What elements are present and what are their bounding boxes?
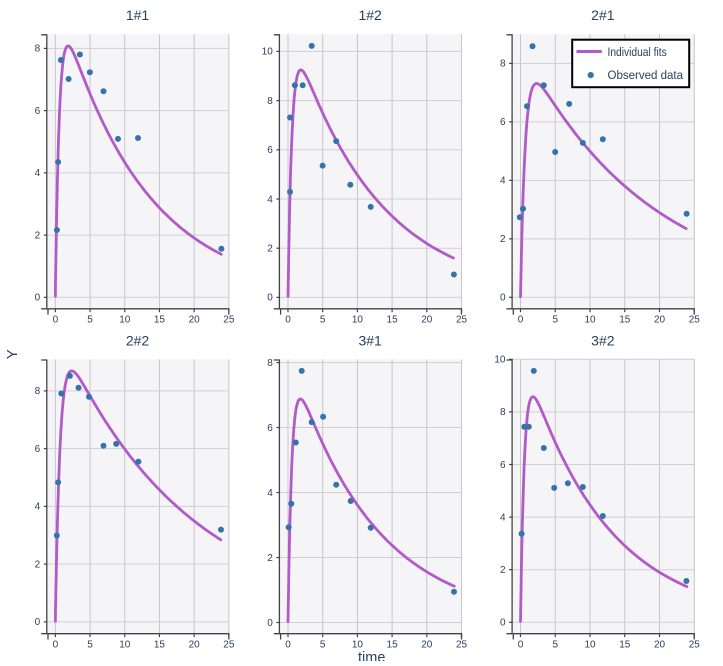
svg-text:4: 4 [267,194,273,205]
svg-text:2: 2 [500,565,506,576]
svg-text:25: 25 [689,639,701,650]
svg-text:5: 5 [320,639,326,650]
svg-text:15: 15 [387,639,399,650]
svg-text:1#2: 1#2 [358,7,382,23]
svg-text:6: 6 [267,423,273,434]
svg-text:2: 2 [267,244,273,255]
svg-text:20: 20 [421,314,433,325]
svg-text:8: 8 [267,96,273,107]
svg-text:6: 6 [500,460,506,471]
svg-text:6: 6 [267,145,273,156]
svg-text:4: 4 [500,512,506,523]
svg-text:20: 20 [654,314,666,325]
svg-text:4: 4 [267,488,273,499]
svg-text:10: 10 [494,355,506,366]
svg-text:20: 20 [189,314,201,325]
svg-text:8: 8 [267,358,273,369]
svg-text:8: 8 [500,407,506,418]
svg-text:4: 4 [500,176,506,187]
svg-text:6: 6 [35,106,41,117]
svg-text:4: 4 [35,502,41,513]
svg-text:0: 0 [518,314,524,325]
svg-text:3#1: 3#1 [358,332,382,348]
svg-text:20: 20 [421,639,433,650]
svg-text:8: 8 [500,59,506,70]
svg-text:10: 10 [352,639,364,650]
svg-text:20: 20 [189,639,201,650]
svg-text:0: 0 [500,293,506,304]
svg-text:6: 6 [35,444,41,455]
svg-text:10: 10 [262,47,274,58]
svg-text:15: 15 [154,314,166,325]
svg-text:2: 2 [35,230,41,241]
svg-text:25: 25 [689,314,701,325]
svg-text:1#1: 1#1 [126,7,150,23]
svg-text:2: 2 [267,553,273,564]
svg-text:8: 8 [35,386,41,397]
svg-text:25: 25 [223,639,235,650]
svg-text:3#2: 3#2 [591,332,615,348]
svg-text:15: 15 [619,639,631,650]
svg-text:5: 5 [552,639,558,650]
svg-text:6: 6 [500,117,506,128]
svg-text:5: 5 [320,314,326,325]
svg-text:15: 15 [387,314,399,325]
svg-text:0: 0 [267,293,273,304]
svg-text:Individual fits: Individual fits [608,45,667,59]
svg-text:2#2: 2#2 [126,332,150,348]
svg-text:15: 15 [154,639,166,650]
svg-text:10: 10 [584,639,596,650]
svg-text:2#1: 2#1 [591,7,615,23]
svg-text:2: 2 [500,234,506,245]
svg-text:Observed data: Observed data [608,68,684,82]
svg-text:10: 10 [352,314,364,325]
svg-text:4: 4 [35,168,41,179]
svg-text:0: 0 [35,617,41,628]
svg-text:25: 25 [456,639,468,650]
svg-text:5: 5 [552,314,558,325]
svg-text:10: 10 [584,314,596,325]
svg-text:Y: Y [4,349,21,359]
svg-text:0: 0 [500,618,506,629]
svg-text:25: 25 [223,314,235,325]
svg-text:0: 0 [35,293,41,304]
svg-text:0: 0 [267,618,273,629]
svg-text:0: 0 [53,314,59,325]
svg-text:2: 2 [35,559,41,570]
svg-text:15: 15 [619,314,631,325]
svg-text:0: 0 [53,639,59,650]
svg-text:time: time [358,650,385,661]
svg-text:5: 5 [87,314,93,325]
svg-text:25: 25 [456,314,468,325]
svg-text:0: 0 [285,314,291,325]
svg-text:0: 0 [285,639,291,650]
svg-text:0: 0 [518,639,524,650]
svg-text:8: 8 [35,44,41,55]
svg-text:10: 10 [119,639,131,650]
svg-text:20: 20 [654,639,666,650]
svg-text:5: 5 [87,639,93,650]
svg-text:10: 10 [119,314,131,325]
